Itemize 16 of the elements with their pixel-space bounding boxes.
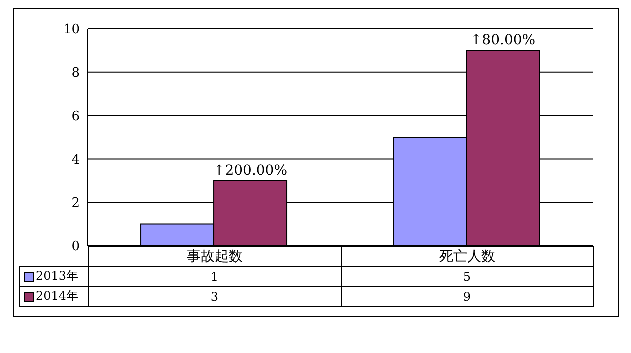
legend-label: 2014年 [36, 288, 79, 305]
y-tick-label: 4 [72, 152, 80, 168]
y-tick-label: 8 [72, 66, 80, 82]
y-tick-label: 6 [72, 109, 80, 124]
x-tick-label: 事故起数 [88, 246, 341, 266]
data-label: 5 [341, 266, 594, 286]
data-label: 1 [88, 266, 341, 286]
y-tick-label: 0 [72, 240, 80, 255]
data-label: 9 [341, 286, 594, 306]
y-tick-label: 10 [63, 22, 80, 38]
y-tick-label: 2 [72, 196, 80, 212]
x-tick-label: 死亡人数 [341, 246, 594, 266]
annotation: ↑80.00% [470, 32, 536, 49]
data-label: 3 [88, 286, 341, 306]
annotation: ↑200.00% [214, 162, 288, 179]
legend-label: 2013年 [36, 268, 79, 285]
